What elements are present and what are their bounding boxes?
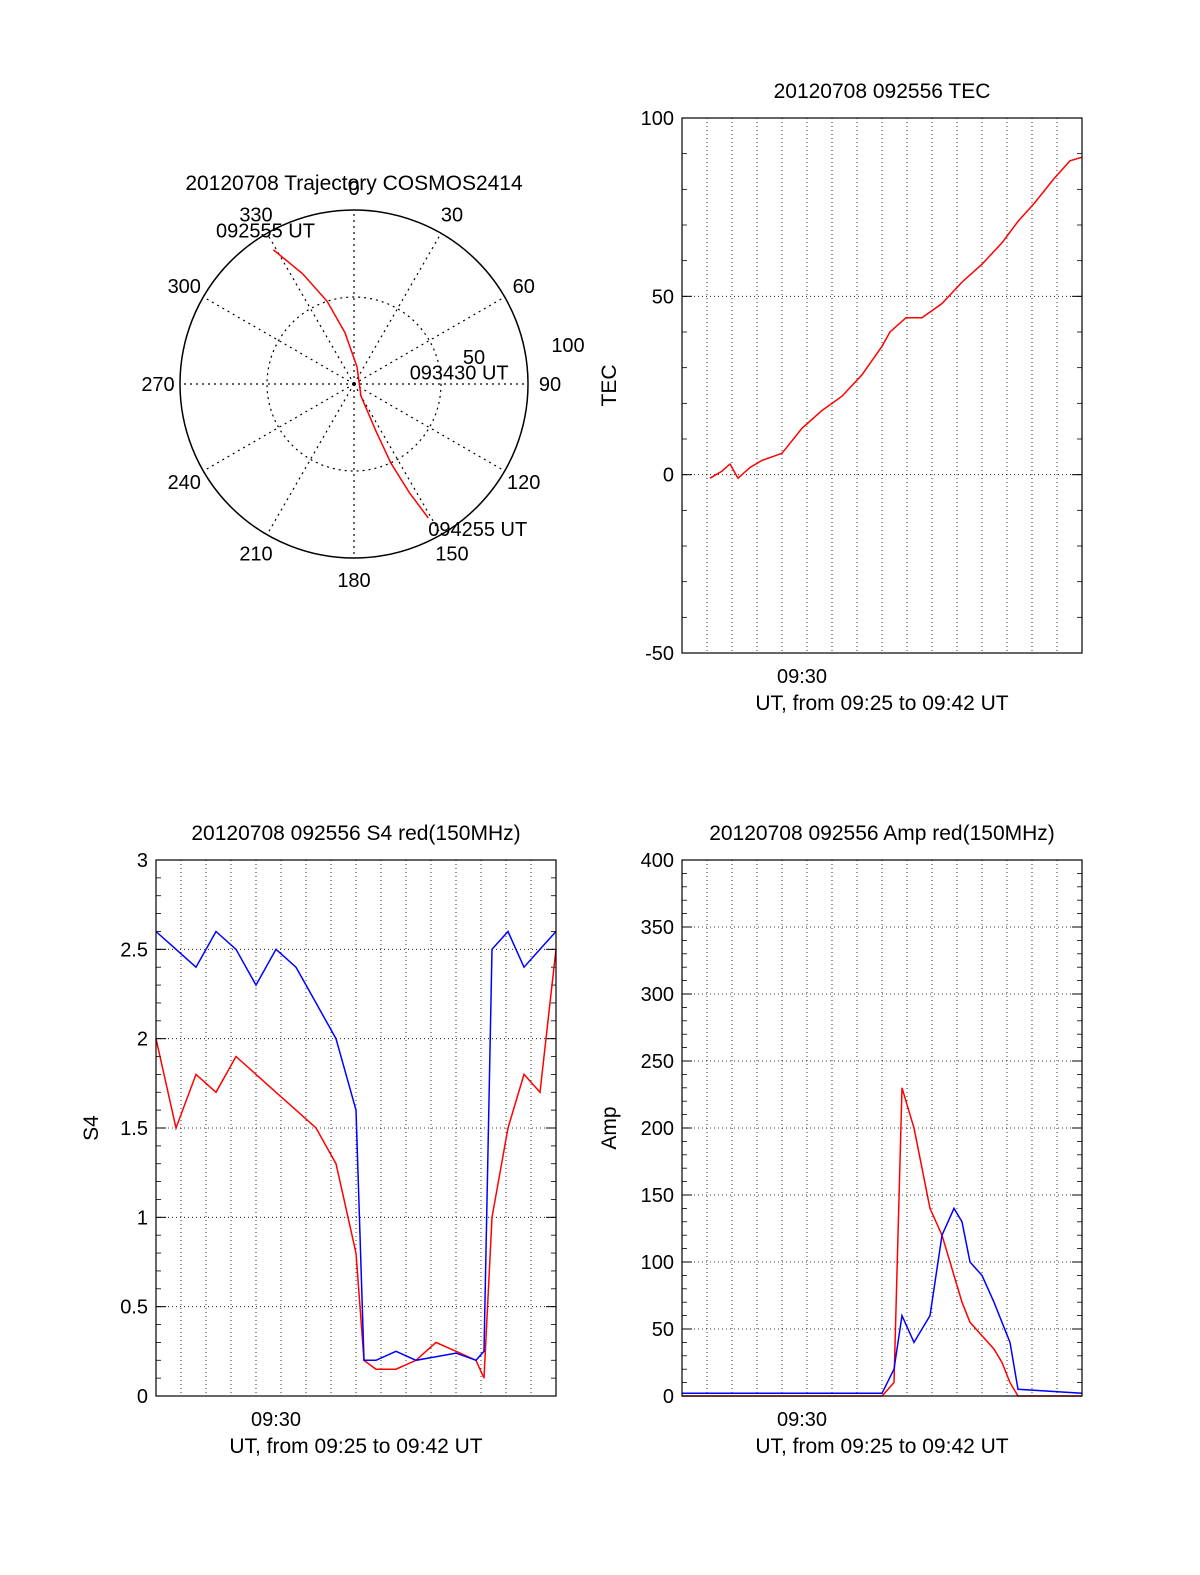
amp-ylabel: Amp — [598, 1106, 621, 1149]
amp-ytick-label: 400 — [641, 850, 674, 872]
tec-title: 20120708 092556 TEC — [774, 80, 991, 103]
polar-spoke — [266, 383, 355, 535]
s4-plot: 20120708 092556 S4 red(150MHz) 3 2.5 2 1.5 1 0… — [80, 822, 557, 1458]
polar-spoke — [266, 233, 355, 385]
s4-ylabel: S4 — [80, 1115, 103, 1141]
polar-azimuth-label: 120 — [507, 472, 540, 494]
polar-azimuth-label: 300 — [168, 276, 201, 298]
amp-ytick-label: 300 — [641, 984, 674, 1006]
polar-radius-label: 100 — [551, 335, 584, 357]
tec-frame — [681, 117, 1083, 654]
tec-ytick-label: 0 — [663, 465, 674, 487]
s4-ytick-label: 1.5 — [120, 1118, 148, 1140]
polar-spoke — [353, 383, 505, 472]
amp-series-line — [682, 1206, 1083, 1395]
tec-ytick-label: 100 — [641, 108, 674, 130]
polar-azimuth-label: 270 — [141, 374, 174, 396]
amp-xlabel: UT, from 09:25 to 09:42 UT — [755, 1435, 1008, 1458]
s4-ytick-label: 3 — [137, 850, 148, 872]
polar-spoke — [353, 383, 442, 535]
s4-ytick-label: 0.5 — [120, 1297, 148, 1319]
polar-time-annotation: 093430 UT — [410, 362, 509, 384]
amp-plot: 20120708 092556 Amp red(150MHz) 400 350 300… — [598, 822, 1083, 1458]
tec-ylabel: TEC — [598, 365, 621, 407]
s4-ytick-label: 0 — [137, 1386, 148, 1408]
tec-ytick-label: 50 — [652, 286, 674, 308]
polar-outer-ring — [179, 209, 529, 559]
s4-series-line — [155, 949, 557, 1379]
tec-series-line — [709, 156, 1083, 480]
polar-azimuth-label: 60 — [513, 276, 535, 298]
s4-ytick-label: 2.5 — [120, 939, 148, 961]
tec-ytick-label: -50 — [645, 643, 674, 665]
polar-spoke — [353, 233, 442, 385]
polar-azimuth-label: 210 — [239, 544, 272, 566]
amp-ytick-label: 350 — [641, 917, 674, 939]
tec-xtick-label: 09:30 — [777, 666, 827, 688]
polar-time-annotation: 092555 UT — [216, 220, 315, 242]
polar-azimuth-label: 0 — [348, 178, 359, 200]
polar-azimuth-label: 330 — [239, 204, 272, 226]
polar-azimuth-label: 240 — [168, 472, 201, 494]
polar-inner-ring — [266, 296, 442, 472]
amp-frame — [681, 859, 1083, 1397]
tec-plot: 20120708 092556 TEC 100 50 0 -50 09:30 UT, fro… — [598, 80, 1083, 715]
polar-azimuth-label: 180 — [337, 570, 370, 592]
polar-spoke — [353, 296, 505, 385]
polar-trajectory-line — [272, 249, 429, 519]
s4-series-line — [155, 930, 557, 1362]
polar-azimuth-label: 150 — [435, 544, 468, 566]
polar-azimuth-label: 30 — [441, 204, 463, 226]
s4-frame — [155, 859, 557, 1397]
polar-title: 20120708 Trajectory COSMOS2414 — [185, 172, 523, 195]
s4-xtick-label: 09:30 — [251, 1409, 301, 1431]
amp-ytick-label: 50 — [652, 1319, 674, 1341]
s4-xlabel: UT, from 09:25 to 09:42 UT — [229, 1435, 482, 1458]
polar-spoke — [203, 296, 355, 385]
amp-title: 20120708 092556 Amp red(150MHz) — [709, 822, 1055, 845]
amp-ytick-label: 0 — [663, 1386, 674, 1408]
s4-ytick-label: 1 — [137, 1207, 148, 1229]
amp-xtick-label: 09:30 — [777, 1409, 827, 1431]
amp-series-line — [682, 1087, 1082, 1397]
amp-ytick-label: 100 — [641, 1252, 674, 1274]
polar-spoke — [203, 383, 355, 472]
amp-ytick-label: 150 — [641, 1185, 674, 1207]
amp-ytick-label: 250 — [641, 1051, 674, 1073]
s4-title: 20120708 092556 S4 red(150MHz) — [191, 822, 520, 845]
tec-xlabel: UT, from 09:25 to 09:42 UT — [755, 692, 1008, 715]
polar-time-annotation: 094255 UT — [428, 519, 527, 541]
polar-radius-label: 50 — [463, 347, 485, 369]
amp-ytick-label: 200 — [641, 1118, 674, 1140]
s4-ytick-label: 2 — [137, 1029, 148, 1051]
polar-azimuth-label: 90 — [539, 374, 561, 396]
